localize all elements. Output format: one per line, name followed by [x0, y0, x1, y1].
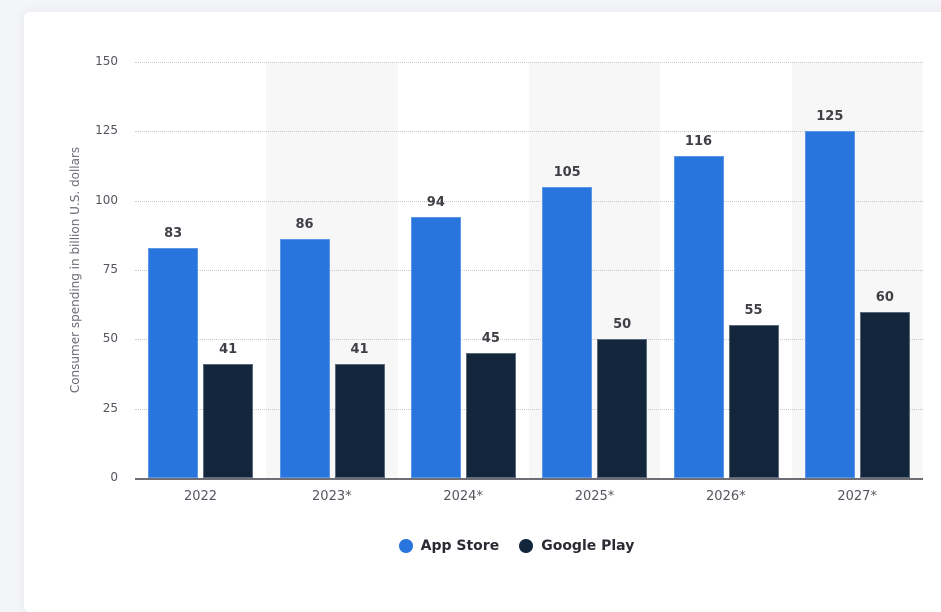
gridline [135, 408, 923, 410]
app-store-dot-icon [398, 539, 413, 553]
y-tick-label: 125 [95, 123, 118, 138]
data-label: 83 [164, 225, 183, 241]
y-tick-label: 0 [110, 470, 118, 484]
legend-item-app-store[interactable]: App Store [398, 538, 500, 554]
x-tick-label: 2022 [183, 489, 218, 504]
data-label: 60 [875, 289, 894, 305]
app-store-bar[interactable] [410, 217, 461, 478]
y-tick-label: 150 [95, 54, 118, 68]
x-axis-line [135, 478, 923, 480]
x-tick-label: 2024* [443, 489, 483, 504]
gridline [135, 270, 923, 271]
app-store-bar[interactable] [673, 156, 724, 478]
x-tick-label: 2027* [837, 489, 877, 504]
google-play-bar[interactable] [859, 311, 910, 478]
x-tick-label: 2025* [574, 489, 615, 504]
legend-item-google-play[interactable]: Google Play [519, 538, 634, 554]
app-store-bar[interactable] [279, 239, 330, 478]
x-tick-label: 2026* [706, 489, 746, 504]
y-tick-label: 25 [102, 400, 118, 415]
gridline [135, 62, 923, 63]
legend-label: App Store [420, 538, 500, 554]
data-label: 125 [816, 109, 844, 125]
y-tick-label: 50 [102, 331, 118, 346]
data-label: 105 [553, 164, 581, 180]
y-tick-label: 75 [102, 262, 118, 276]
data-label: 86 [295, 217, 314, 233]
app-store-bar[interactable] [804, 131, 855, 478]
gridline [135, 200, 923, 202]
legend: App Store Google Play [46, 538, 941, 554]
gridline [135, 131, 923, 133]
data-label: 116 [684, 134, 713, 150]
data-label: 41 [219, 342, 238, 358]
data-label: 55 [744, 303, 763, 319]
google-play-dot-icon [519, 539, 534, 553]
data-label: 50 [613, 317, 632, 333]
data-label: 45 [481, 331, 500, 347]
google-play-bar[interactable] [465, 353, 516, 478]
google-play-bar[interactable] [203, 364, 254, 478]
y-tick-label: 100 [95, 192, 118, 207]
gridline [135, 339, 923, 341]
google-play-bar[interactable] [597, 339, 648, 478]
app-store-bar[interactable] [148, 247, 199, 478]
google-play-bar[interactable] [334, 364, 385, 478]
google-play-bar[interactable] [728, 325, 779, 478]
legend-label: Google Play [541, 538, 635, 554]
data-label: 94 [426, 195, 445, 211]
x-tick-label: 2023* [312, 489, 352, 504]
app-store-bar[interactable] [542, 186, 593, 478]
data-label: 41 [350, 342, 369, 358]
